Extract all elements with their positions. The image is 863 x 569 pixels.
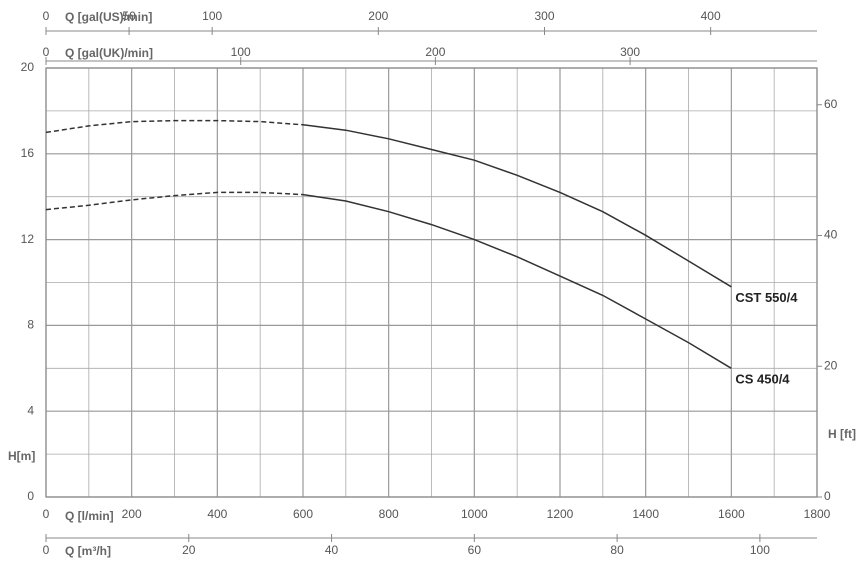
x-tick-label: 1600 — [718, 507, 745, 521]
secondary-x-tick-label: 0 — [43, 543, 50, 557]
secondary-x-axis-label: Q [gal(US)/min] — [65, 10, 152, 24]
secondary-x-tick-label: 60 — [468, 543, 482, 557]
secondary-x-axis-label: Q [m³/h] — [65, 544, 111, 558]
y2-tick-label: 20 — [824, 358, 838, 372]
x-tick-label: 600 — [293, 507, 313, 521]
x-tick-label: 1200 — [547, 507, 574, 521]
x-tick-label: 1400 — [632, 507, 659, 521]
y2-axis-label: H [ft] — [828, 427, 856, 441]
x-tick-label: 400 — [207, 507, 227, 521]
secondary-x-tick-label: 100 — [750, 543, 770, 557]
series-label: CST 550/4 — [735, 290, 798, 305]
curve-dashed — [45, 191, 304, 211]
secondary-x-tick-label: 0 — [43, 45, 50, 59]
y2-tick-label: 0 — [824, 489, 831, 503]
y-tick-label: 12 — [21, 232, 35, 246]
secondary-x-tick-label: 400 — [701, 9, 721, 23]
secondary-x-tick-label: 80 — [610, 543, 624, 557]
secondary-x-axis-label: Q [gal(UK)/min] — [65, 46, 153, 60]
secondary-x-tick-label: 0 — [43, 9, 50, 23]
secondary-x-tick-label: 200 — [368, 9, 388, 23]
x-axis-label: Q [l/min] — [65, 509, 114, 523]
y2-tick-label: 60 — [824, 97, 838, 111]
secondary-x-tick-label: 20 — [182, 543, 196, 557]
curve — [302, 124, 732, 288]
y-tick-label: 4 — [27, 403, 34, 417]
secondary-x-tick-label: 300 — [534, 9, 554, 23]
secondary-x-tick-label: 100 — [202, 9, 222, 23]
secondary-x-tick-label: 40 — [325, 543, 339, 557]
plot-frame — [45, 67, 818, 498]
x-tick-label: 800 — [379, 507, 399, 521]
x-tick-label: 0 — [43, 507, 50, 521]
x-tick-label: 1000 — [461, 507, 488, 521]
y-tick-label: 20 — [21, 60, 35, 74]
curve-dashed — [45, 119, 304, 134]
curve — [302, 193, 732, 369]
y-tick-label: 8 — [27, 318, 34, 332]
y-tick-label: 16 — [21, 146, 35, 160]
x-tick-label: 200 — [122, 507, 142, 521]
secondary-x-tick-label: 100 — [231, 45, 251, 59]
x-tick-label: 1800 — [804, 507, 831, 521]
secondary-x-tick-label: 200 — [425, 45, 445, 59]
secondary-x-tick-label: 300 — [620, 45, 640, 59]
y2-tick-label: 40 — [824, 228, 838, 242]
y-axis-label: H[m] — [8, 449, 35, 463]
series-label: CS 450/4 — [735, 372, 790, 387]
y-tick-label: 0 — [27, 489, 34, 503]
secondary-x-tick-label: 50 — [122, 9, 136, 23]
